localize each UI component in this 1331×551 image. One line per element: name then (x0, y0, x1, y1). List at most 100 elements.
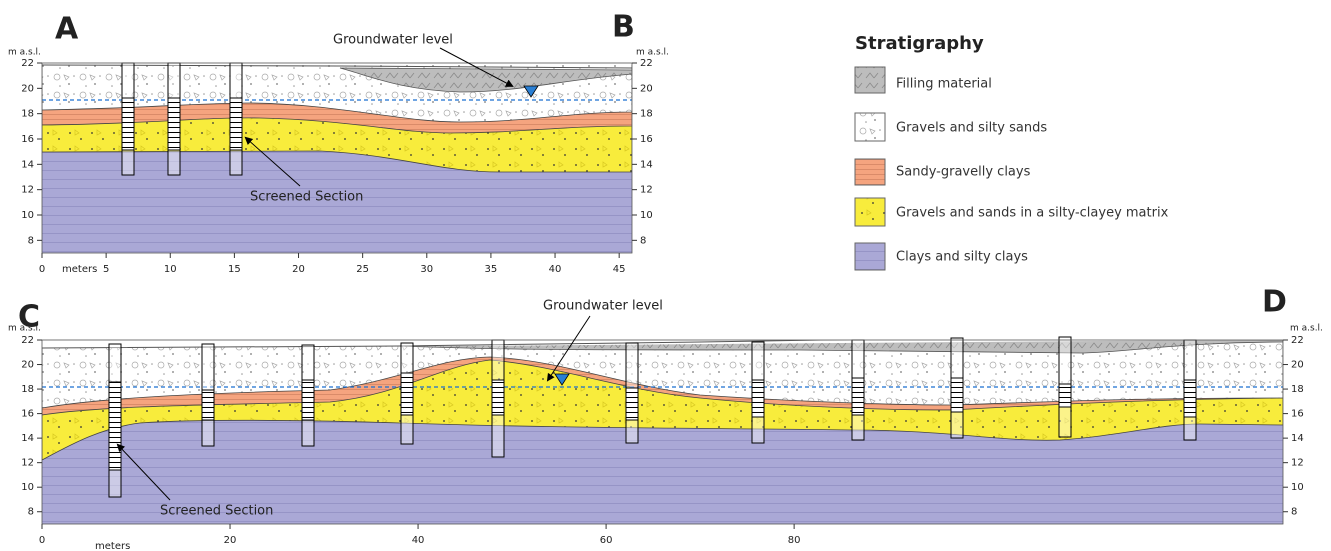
y-tick-label: 12 (640, 185, 653, 196)
legend-label: Clays and silty clays (896, 250, 1028, 265)
x-tick-label: 35 (485, 264, 498, 275)
screened-section (1058, 383, 1072, 408)
plot-frame (41, 62, 633, 254)
y-tick-label: 12 (21, 458, 34, 469)
y-tick-label: 14 (21, 159, 34, 170)
screened-section (625, 387, 639, 421)
y-tick-label: 8 (28, 507, 34, 518)
x-tick-label: 25 (356, 264, 369, 275)
y-tick-label: 20 (640, 83, 653, 94)
x-unit: meters (95, 541, 130, 551)
y-tick-label: 12 (21, 185, 34, 196)
y-tick-label: 16 (21, 134, 34, 145)
section-ab (42, 63, 632, 253)
screened-section (108, 381, 122, 471)
y-unit: m a.s.l. (8, 48, 41, 58)
screened-section (167, 97, 181, 151)
groundwater-marker (554, 373, 570, 386)
y-tick-label: 14 (1291, 433, 1304, 444)
sky (42, 63, 632, 65)
legend-swatch (854, 158, 886, 186)
legend-label: Sandy-gravelly clays (896, 165, 1031, 180)
legend-label: Filling material (896, 77, 992, 92)
x-tick-label: 45 (613, 264, 626, 275)
annotation: Screened Section (250, 190, 363, 205)
screened-section (121, 97, 135, 151)
y-unit: m a.s.l. (636, 48, 669, 58)
y-tick-label: 18 (21, 109, 34, 120)
x-tick-label: 40 (412, 535, 425, 546)
sky (42, 320, 1283, 348)
y-tick-label: 22 (640, 58, 653, 69)
screened-section (229, 97, 243, 151)
y-tick-label: 22 (21, 58, 34, 69)
y-tick-label: 20 (1291, 360, 1304, 371)
y-tick-label: 10 (21, 210, 34, 221)
screened-section (950, 377, 964, 413)
x-tick-label: 15 (228, 264, 241, 275)
legend-label: Gravels and silty sands (896, 121, 1047, 136)
y-tick-label: 22 (21, 335, 34, 346)
annotation-arrow (116, 443, 171, 501)
y-tick-label: 10 (640, 210, 653, 221)
y-unit: m a.s.l. (1290, 324, 1323, 334)
annotation-arrow (244, 136, 301, 187)
x-tick-label: 20 (292, 264, 305, 275)
y-tick-label: 8 (28, 235, 34, 246)
boreholes (108, 62, 1197, 498)
y-tick-label: 10 (21, 482, 34, 493)
x-tick-label: 10 (164, 264, 177, 275)
legend-swatch (854, 197, 886, 227)
ground-line (42, 64, 632, 69)
y-tick-label: 18 (1291, 384, 1304, 395)
legend-swatch (854, 242, 886, 271)
y-tick-label: 18 (640, 109, 653, 120)
annotation-arrow (439, 47, 514, 87)
y-tick-label: 12 (1291, 458, 1304, 469)
section-label: C (18, 300, 40, 335)
y-tick-label: 16 (21, 409, 34, 420)
y-tick-label: 8 (640, 235, 646, 246)
section-label: A (55, 12, 79, 47)
screened-section (491, 379, 505, 416)
screened-section (201, 389, 215, 421)
ground-line (42, 340, 1283, 349)
y-tick-label: 16 (1291, 409, 1304, 420)
x-tick-label: 30 (420, 264, 433, 275)
y-tick-label: 20 (21, 83, 34, 94)
y-unit: m a.s.l. (8, 324, 41, 334)
section-label: B (612, 10, 635, 45)
x-tick-label: 0 (39, 535, 45, 546)
x-tick-label: 60 (600, 535, 613, 546)
y-tick-label: 22 (1291, 335, 1304, 346)
section-cd (42, 320, 1283, 524)
y-tick-label: 14 (640, 159, 653, 170)
legend: Stratigraphy Filling material Gravels an… (854, 33, 1169, 271)
screened-section (1183, 379, 1197, 418)
y-tick-label: 20 (21, 360, 34, 371)
annotation: Screened Section (160, 504, 273, 519)
y-tick-label: 16 (640, 134, 653, 145)
screened-section (400, 372, 414, 416)
screened-section (851, 377, 865, 416)
legend-title: Stratigraphy (855, 33, 984, 54)
y-tick-label: 8 (1291, 507, 1297, 518)
annotation-arrow (546, 315, 591, 382)
legend-swatch (854, 66, 886, 94)
legend-swatch (854, 112, 886, 142)
annotation: Groundwater level (333, 33, 453, 48)
x-tick-label: 80 (788, 535, 801, 546)
axes: 8 8 10 10 12 12 14 14 16 16 18 18 20 20 22 22 0 5 10 15 20 25… (21, 58, 1303, 546)
screened-section (301, 379, 315, 421)
filling-layer (339, 67, 632, 93)
x-tick-label: 0 (39, 264, 45, 275)
y-tick-label: 10 (1291, 482, 1304, 493)
section-label: D (1262, 285, 1287, 320)
y-tick-label: 18 (21, 384, 34, 395)
groundwater-marker (523, 85, 539, 98)
plot-frame (41, 339, 1284, 525)
legend-label: Gravels and sands in a silty-clayey matr… (896, 206, 1169, 221)
x-unit: meters (62, 264, 97, 275)
x-tick-label: 40 (549, 264, 562, 275)
